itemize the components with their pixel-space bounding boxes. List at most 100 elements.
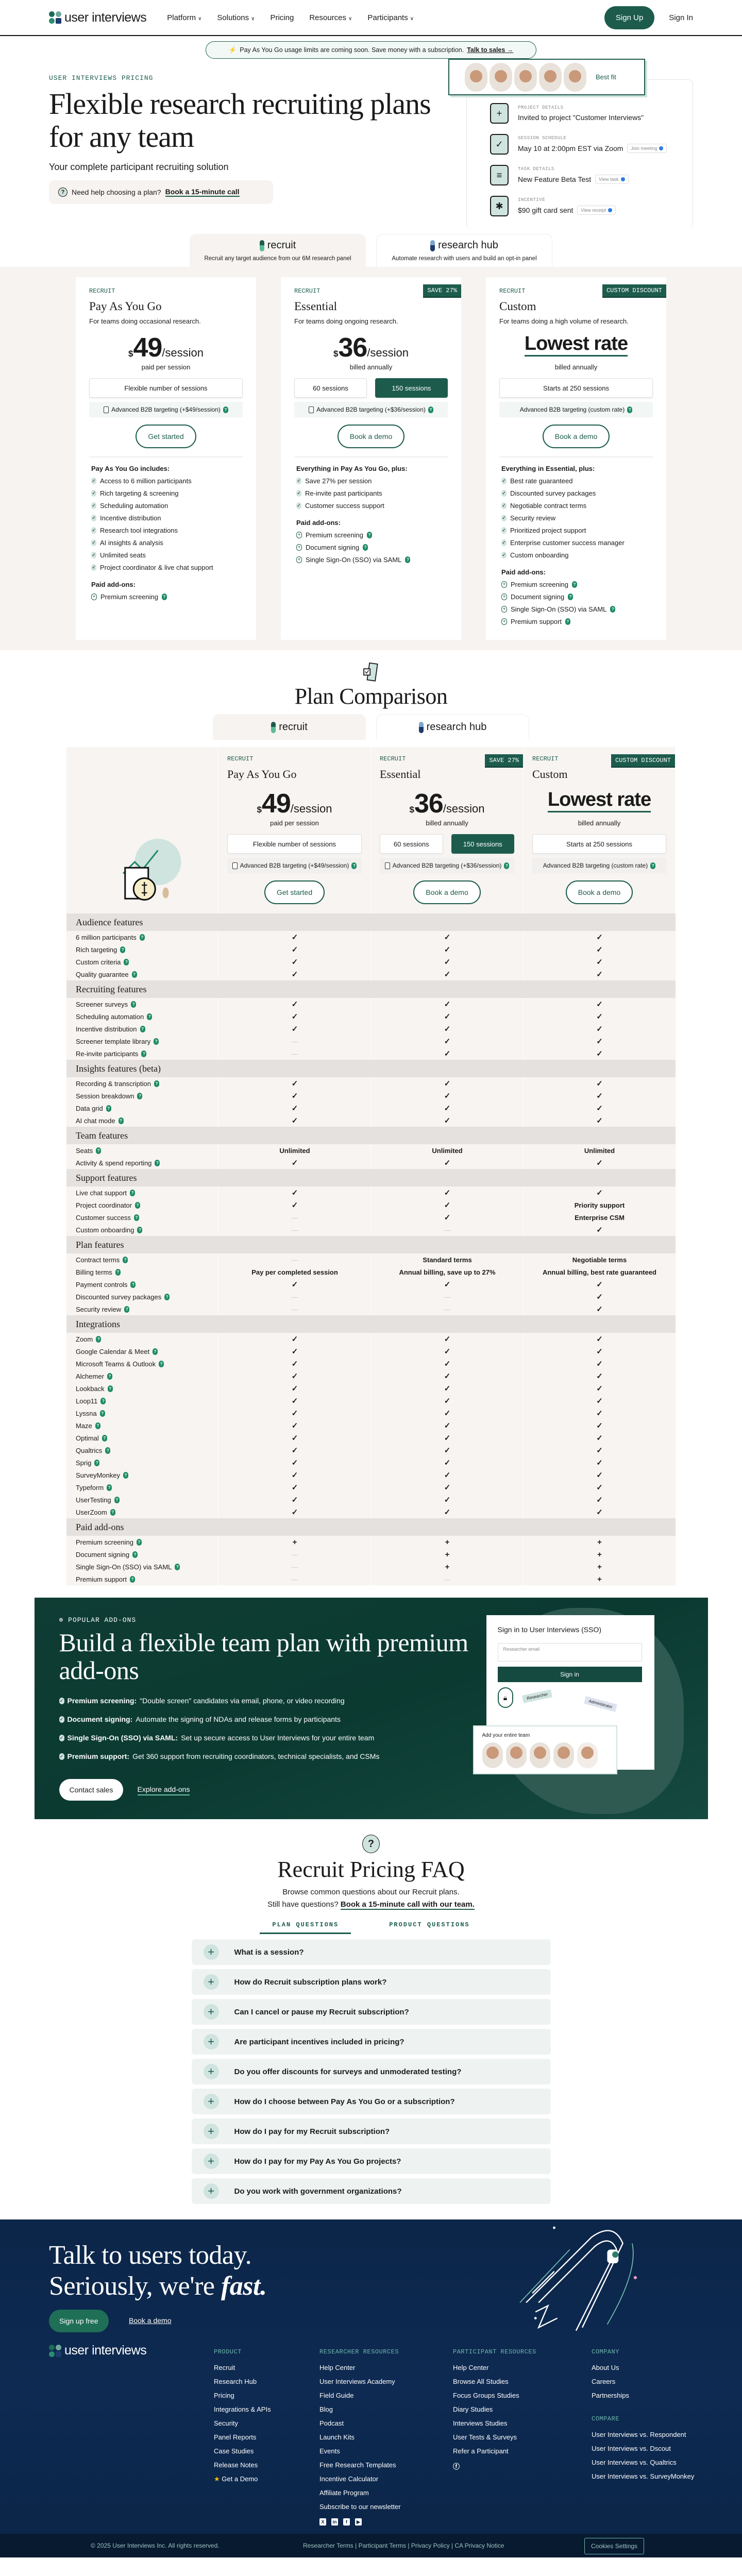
footer-link[interactable]: Launch Kits: [319, 2433, 355, 2441]
expand-plus-icon[interactable]: +: [203, 2094, 219, 2109]
footer-link[interactable]: User Interviews Academy: [319, 2378, 395, 2385]
footer-link[interactable]: About Us: [592, 2364, 619, 2371]
help-tooltip-icon[interactable]: ?: [405, 556, 411, 563]
b2b-targeting-option[interactable]: Advanced B2B targeting (custom rate)?: [499, 402, 653, 417]
help-tooltip-icon[interactable]: ?: [367, 531, 372, 538]
footer-link[interactable]: Security: [214, 2419, 238, 2427]
footer-link[interactable]: Careers: [592, 2378, 615, 2385]
nav-item-participants[interactable]: Participants ∨: [367, 13, 414, 22]
cookies-settings-button[interactable]: Cookies Settings: [584, 2538, 645, 2554]
help-tooltip-icon[interactable]: ?: [155, 1159, 160, 1166]
help-tooltip-icon[interactable]: ?: [123, 1471, 128, 1479]
help-tooltip-icon[interactable]: ?: [164, 1293, 170, 1300]
help-tooltip-icon[interactable]: ?: [115, 1268, 121, 1276]
nav-item-resources[interactable]: Resources ∨: [309, 13, 352, 22]
footer-link[interactable]: Subscribe to our newsletter: [319, 2503, 401, 2511]
footer-link[interactable]: Case Studies: [214, 2447, 254, 2455]
help-tooltip-icon[interactable]: ?: [159, 1360, 164, 1367]
help-tooltip-icon[interactable]: ?: [124, 958, 129, 965]
session-option[interactable]: 150 sessions: [451, 834, 514, 854]
help-tooltip-icon[interactable]: ?: [107, 1372, 112, 1380]
help-tooltip-icon[interactable]: ?: [139, 934, 145, 941]
help-tooltip-icon[interactable]: ?: [162, 593, 167, 600]
footer-link[interactable]: Free Research Templates: [319, 2461, 396, 2469]
help-tooltip-icon[interactable]: ?: [130, 1281, 136, 1288]
sign-up-free-button[interactable]: Sign up free: [49, 2310, 109, 2332]
expand-plus-icon[interactable]: +: [203, 2064, 219, 2079]
footer-link[interactable]: Recruit: [214, 2364, 235, 2371]
logo[interactable]: user interviews: [49, 10, 147, 25]
faq-item[interactable]: + Do you work with government organizatio…: [191, 2178, 551, 2204]
nav-item-platform[interactable]: Platform ∨: [167, 13, 201, 22]
faq-item[interactable]: + How do I pay for my Recruit subscriptio…: [191, 2119, 551, 2144]
expand-plus-icon[interactable]: +: [203, 2004, 219, 2020]
help-tooltip-icon[interactable]: ?: [137, 1092, 143, 1099]
session-option[interactable]: 60 sessions: [380, 834, 443, 854]
footer-link[interactable]: Partnerships: [592, 2392, 629, 2399]
faq-item[interactable]: + Do you offer discounts for surveys and …: [191, 2059, 551, 2084]
expand-plus-icon[interactable]: +: [203, 2183, 219, 2199]
linkedin-icon[interactable]: in: [331, 2518, 338, 2526]
youtube-icon[interactable]: ▶: [355, 2518, 362, 2526]
faq-item[interactable]: + Are participant incentives included in …: [191, 2029, 551, 2055]
help-tooltip-icon[interactable]: ?: [123, 1256, 128, 1263]
book-demo-link[interactable]: Book a demo: [129, 2316, 172, 2325]
legal-link[interactable]: Researcher Terms: [303, 2542, 353, 2549]
footer-link[interactable]: Blog: [319, 2405, 333, 2413]
help-tooltip-icon[interactable]: ?: [137, 1226, 143, 1233]
compare-link[interactable]: User Interviews vs. Dscout: [592, 2445, 671, 2452]
get-started-button[interactable]: Get started: [136, 425, 196, 448]
session-option[interactable]: Starts at 250 sessions: [532, 834, 666, 854]
help-tooltip-icon[interactable]: ?: [154, 1080, 159, 1087]
book-call-link[interactable]: Book a 15-minute call: [165, 188, 240, 197]
help-tooltip-icon[interactable]: ?: [572, 581, 577, 588]
tab-recruit[interactable]: recruit: [213, 714, 366, 740]
checkbox[interactable]: [309, 406, 314, 413]
sign-in-link[interactable]: Sign In: [669, 13, 693, 22]
faq-item[interactable]: + How do I choose between Pay As You Go o…: [191, 2089, 551, 2114]
help-tooltip-icon[interactable]: ?: [105, 1447, 111, 1454]
help-tooltip-icon[interactable]: ?: [223, 406, 228, 413]
help-tooltip-icon[interactable]: ?: [565, 618, 570, 625]
session-option[interactable]: Starts at 250 sessions: [499, 378, 653, 398]
compare-link[interactable]: User Interviews vs. SurveyMonkey: [592, 2472, 695, 2480]
expand-plus-icon[interactable]: +: [203, 1944, 219, 1960]
footer-link[interactable]: ★ Get a Demo: [214, 2475, 258, 2483]
help-tooltip-icon[interactable]: ?: [96, 1147, 102, 1154]
session-option[interactable]: 60 sessions: [294, 378, 367, 398]
help-tooltip-icon[interactable]: ?: [154, 1038, 159, 1045]
session-option[interactable]: Flexible number of sessions: [227, 834, 362, 854]
help-tooltip-icon[interactable]: ?: [140, 1025, 145, 1032]
faq-book-call-link[interactable]: Book a 15-minute call with our team.: [340, 1900, 475, 1910]
help-tooltip-icon[interactable]: ?: [130, 1189, 136, 1196]
compare-link[interactable]: User Interviews vs. Qualtrics: [592, 2459, 677, 2466]
help-tooltip-icon[interactable]: ?: [627, 406, 633, 413]
footer-link[interactable]: Affiliate Program: [319, 2489, 369, 2497]
tab-research-hub[interactable]: research hub: [376, 714, 529, 740]
book-a-demo-button[interactable]: Book a demo: [413, 880, 481, 904]
footer-link[interactable]: Help Center: [453, 2364, 488, 2371]
legal-link[interactable]: CA Privacy Notice: [454, 2542, 504, 2549]
help-tooltip-icon[interactable]: ?: [147, 1013, 153, 1020]
b2b-targeting-option[interactable]: Advanced B2B targeting (+$49/session)?: [89, 402, 243, 417]
help-tooltip-icon[interactable]: ?: [107, 1484, 112, 1491]
help-tooltip-icon[interactable]: ?: [153, 1348, 158, 1355]
help-tooltip-icon[interactable]: ?: [114, 1496, 120, 1503]
help-tooltip-icon[interactable]: ?: [650, 862, 656, 869]
session-option[interactable]: 150 sessions: [375, 378, 448, 398]
book-a-demo-button[interactable]: Book a demo: [542, 425, 610, 448]
footer-link[interactable]: Help Center: [319, 2364, 355, 2371]
help-tooltip-icon[interactable]: ?: [107, 1385, 113, 1392]
faq-item[interactable]: + Can I cancel or pause my Recruit subscr…: [191, 1999, 551, 2025]
help-tooltip-icon[interactable]: ?: [131, 1001, 137, 1008]
expand-plus-icon[interactable]: +: [203, 2154, 219, 2169]
footer-link[interactable]: Browse All Studies: [453, 2378, 509, 2385]
help-tooltip-icon[interactable]: ?: [129, 1575, 135, 1583]
b2b-targeting-option[interactable]: Advanced B2B targeting (custom rate)?: [532, 858, 666, 873]
facebook-icon[interactable]: f: [343, 2518, 350, 2526]
help-tooltip-icon[interactable]: ?: [124, 1306, 130, 1313]
help-tooltip-icon[interactable]: ?: [133, 1214, 139, 1221]
help-tooltip-icon[interactable]: ?: [94, 1459, 100, 1466]
b2b-targeting-option[interactable]: Advanced B2B targeting (+$36/session)?: [380, 858, 514, 873]
checkbox[interactable]: [104, 406, 109, 413]
